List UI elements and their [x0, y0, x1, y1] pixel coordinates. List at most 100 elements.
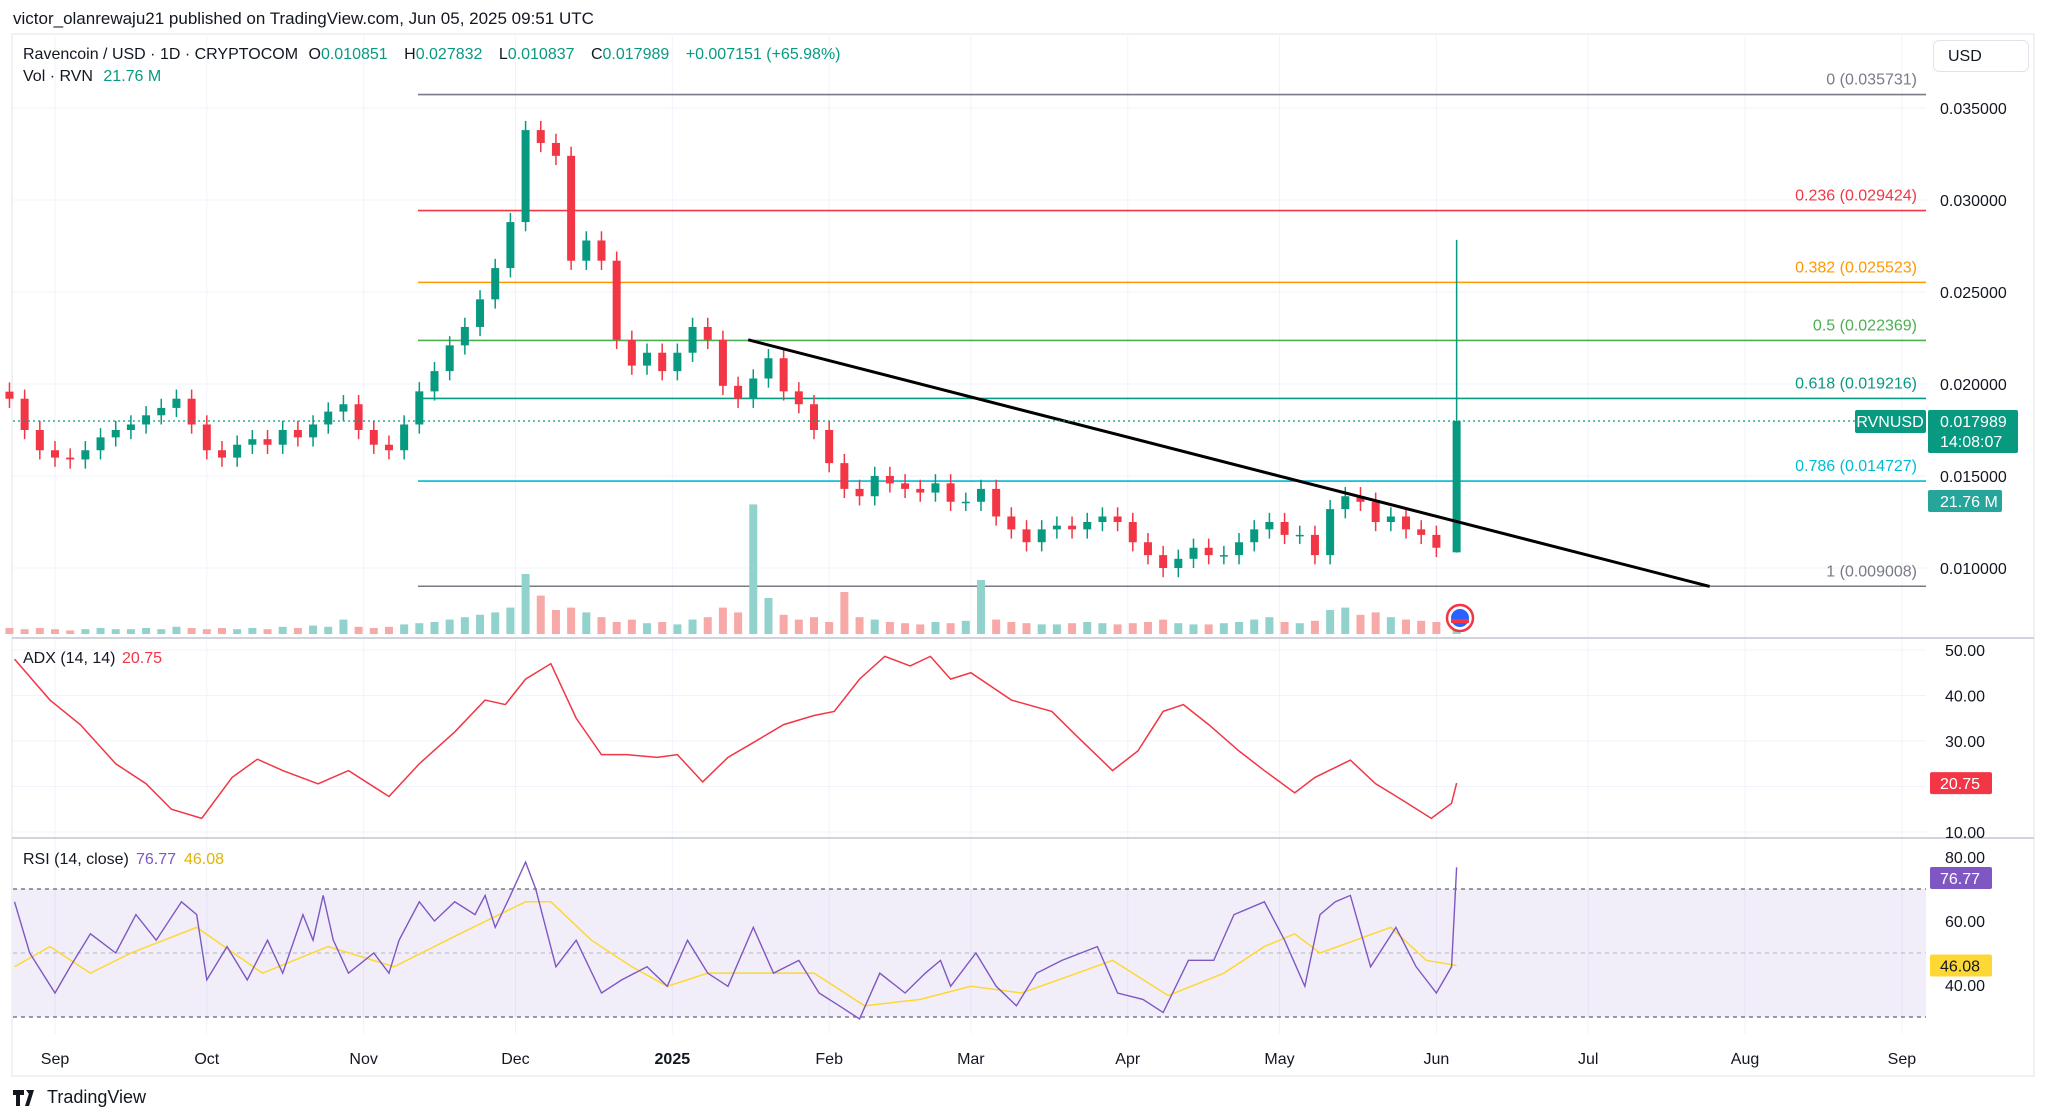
open-value: 0.010851 [320, 46, 388, 63]
adx-value-tag-text: 20.75 [1940, 776, 1980, 793]
volume-bar [612, 622, 621, 634]
volume-bar [309, 625, 318, 634]
volume-bar [126, 629, 135, 634]
candle-body [931, 483, 940, 493]
low-value: 0.010837 [507, 46, 575, 63]
rsi-ma-value-tag-text: 46.08 [1940, 959, 1980, 976]
candle-body [779, 358, 788, 392]
volume-bar [1159, 619, 1168, 634]
candle-body [749, 378, 758, 399]
volume-bar [445, 619, 454, 634]
volume-bar [1068, 623, 1077, 634]
price-axis-label: 0.035000 [1940, 101, 2007, 118]
volume-bar [885, 622, 894, 634]
volume-bar [157, 629, 166, 634]
volume-bar [597, 617, 606, 634]
candle-body [430, 371, 439, 392]
volume-bar [779, 614, 788, 634]
adx-pane: 50.00 40.00 30.00 10.00 20.75 [13, 643, 1992, 842]
rsi-axis-label: 80.00 [1945, 850, 1985, 867]
time-axis-label: Aug [1731, 1051, 1759, 1068]
volume-bar [521, 574, 530, 634]
symbol-title[interactable]: Ravencoin / USD · 1D · CRYPTOCOM [23, 46, 299, 63]
fib-level-label: 0.618 (0.019216) [1795, 375, 1917, 392]
candles [5, 120, 1461, 578]
candle-body [1250, 529, 1259, 543]
price-axis[interactable]: 0.035000 0.030000 0.025000 0.020000 0.015000… [1940, 101, 2007, 578]
time-axis-label: Mar [957, 1051, 985, 1068]
volume-bar [673, 624, 682, 634]
volume-bar [551, 610, 560, 634]
candle-body [734, 385, 743, 399]
volume-bar [916, 624, 925, 634]
candle-body [1295, 534, 1304, 537]
candle-body [309, 424, 318, 438]
candle-body [1235, 542, 1244, 556]
candle-body [612, 260, 621, 340]
time-axis-label: Jun [1423, 1051, 1449, 1068]
trendline[interactable] [747, 338, 1710, 588]
volume-bar [354, 626, 363, 634]
volume-bar [51, 629, 59, 634]
candle-body [384, 444, 393, 451]
volume-bar [339, 619, 348, 634]
symbol-tag [1855, 410, 1926, 433]
volume-bar [643, 623, 652, 634]
candle-body [703, 326, 712, 340]
time-axis-label: Sep [41, 1051, 70, 1068]
candle-body [172, 398, 181, 408]
candle-body [1280, 522, 1289, 535]
volume-bar [476, 614, 485, 634]
volume-bar [66, 630, 75, 634]
candle-body [126, 424, 135, 430]
candle-body [324, 411, 333, 425]
rsi-ma-value: 46.08 [184, 851, 224, 868]
candle-body [476, 299, 485, 327]
candle-body [81, 450, 90, 460]
candle-body [870, 476, 879, 497]
volume-bar [400, 624, 409, 634]
candle-body [1128, 522, 1137, 543]
volume-bar [233, 629, 242, 634]
us-flag-event-icon[interactable] [1445, 603, 1475, 633]
time-axis-label: Oct [194, 1051, 219, 1068]
time-axis[interactable]: Sep Oct Nov Dec 2025 Feb Mar Apr May Jun Jul Aug Sep [41, 1051, 1916, 1068]
volume-bar [931, 622, 940, 634]
candle-body [1083, 522, 1092, 530]
volume-bar [415, 623, 424, 634]
volume-label[interactable]: Vol · RVN [23, 68, 93, 85]
rsi-title[interactable]: RSI (14, close) [23, 851, 129, 868]
candle-body [142, 415, 151, 425]
fib-retracement[interactable]: 0 (0.035731) 0.236 (0.029424) 0.382 (0.025… [418, 72, 1926, 588]
tradingview-logo[interactable]: TradingView [13, 1087, 146, 1108]
volume-bar [810, 617, 818, 634]
volume-bar [1022, 623, 1031, 634]
candle-body [157, 407, 166, 416]
candle-body [20, 398, 29, 430]
volume-bar [460, 617, 469, 634]
candle-body [597, 240, 606, 261]
fib-level-label: 0.382 (0.025523) [1795, 259, 1917, 276]
candle-body [901, 483, 910, 489]
candle-body [961, 501, 970, 504]
fib-level-label: 0.5 (0.022369) [1813, 317, 1917, 334]
currency-button[interactable]: USD [1933, 40, 2029, 72]
candle-body [1098, 516, 1107, 522]
candle-body [567, 155, 576, 261]
candle-body [673, 352, 682, 372]
volume-bar [35, 628, 44, 634]
volume-bar [536, 595, 545, 634]
volume-bar [324, 626, 333, 634]
adx-title[interactable]: ADX (14, 14) [23, 650, 115, 667]
volume-bar [825, 622, 834, 634]
volume-bar [491, 612, 500, 634]
candle-body [1007, 516, 1016, 530]
candle-body [415, 391, 424, 425]
chart-frame [11, 33, 2035, 1077]
volume-bar [976, 580, 985, 634]
brand-name: TradingView [47, 1087, 147, 1107]
candle-body [1022, 529, 1031, 543]
candle-body [521, 130, 530, 223]
candle-body [1265, 522, 1274, 530]
